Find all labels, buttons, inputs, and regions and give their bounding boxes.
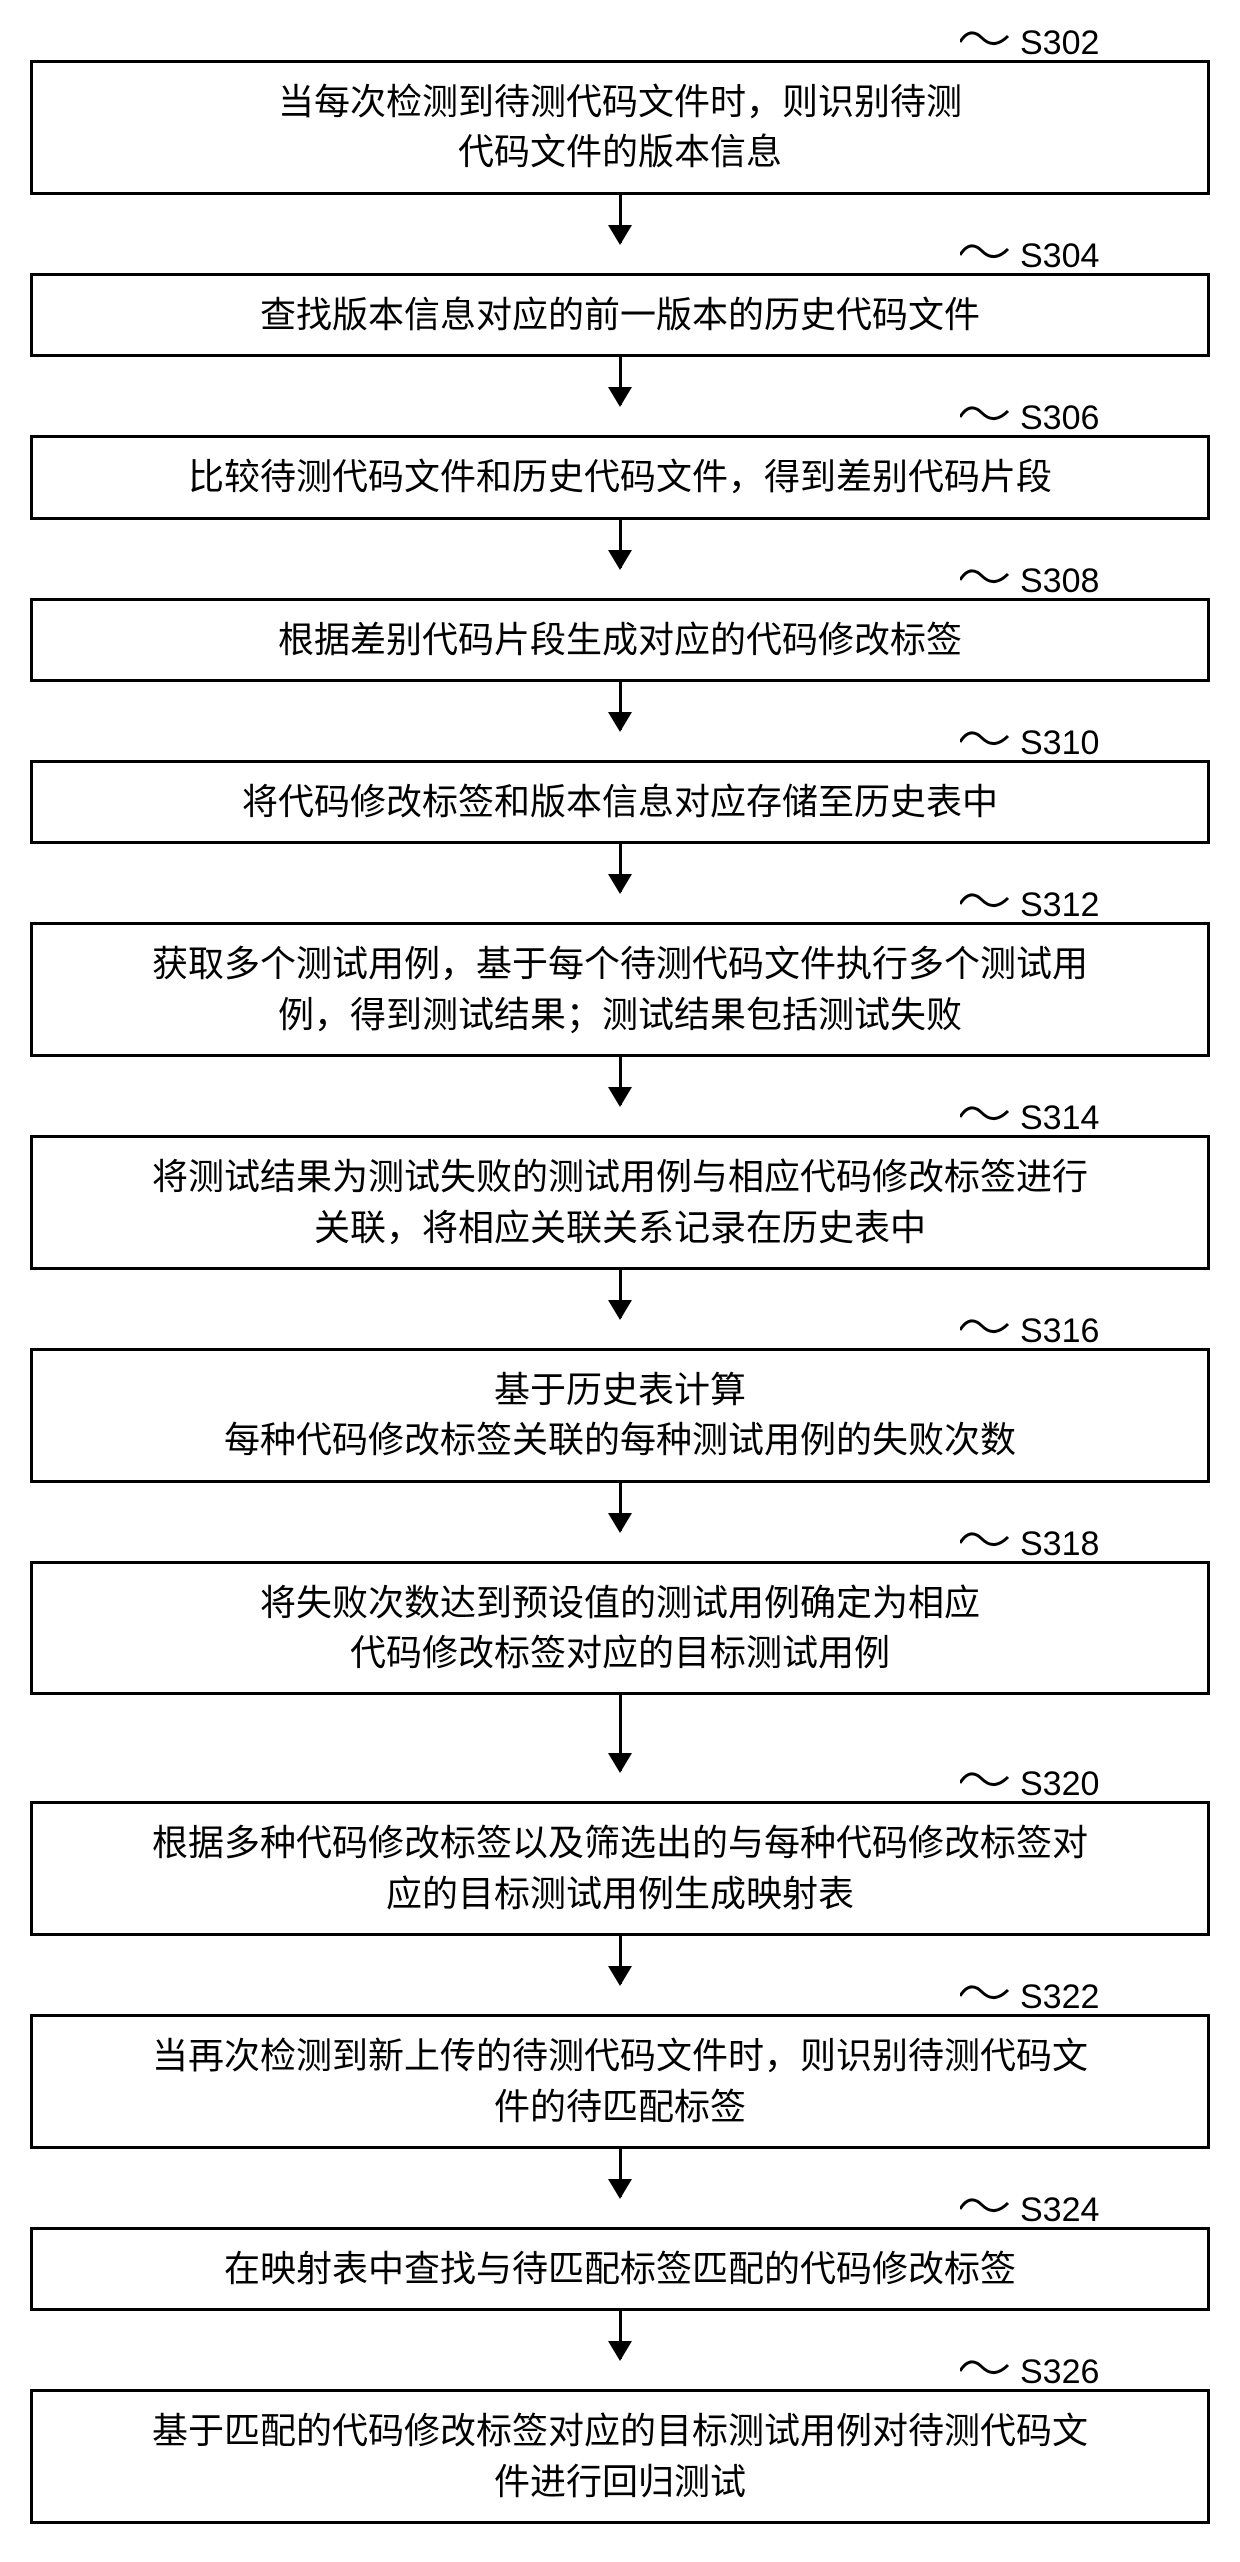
step-label: S308 — [1020, 562, 1099, 601]
arrow-down — [619, 844, 622, 892]
process-box: 将失败次数达到预设值的测试用例确定为相应 代码修改标签对应的目标测试用例 — [30, 1561, 1210, 1696]
step-S308: S308根据差别代码片段生成对应的代码修改标签 — [20, 568, 1220, 682]
process-text: 比较待测代码文件和历史代码文件，得到差别代码片段 — [188, 452, 1052, 502]
step-label: S312 — [1020, 886, 1099, 925]
leader-squiggle — [960, 1984, 1020, 2008]
step-S318: S318将失败次数达到预设值的测试用例确定为相应 代码修改标签对应的目标测试用例 — [20, 1531, 1220, 1696]
process-box: 基于匹配的代码修改标签对应的目标测试用例对待测代码文 件进行回归测试 — [30, 2389, 1210, 2524]
leader-squiggle — [960, 2359, 1020, 2383]
step-label: S316 — [1020, 1312, 1099, 1351]
process-text: 将失败次数达到预设值的测试用例确定为相应 代码修改标签对应的目标测试用例 — [260, 1578, 980, 1679]
step-S324: S324在映射表中查找与待匹配标签匹配的代码修改标签 — [20, 2197, 1220, 2311]
arrow-down — [619, 2311, 622, 2359]
step-label: S324 — [1020, 2191, 1099, 2230]
leader-squiggle — [960, 892, 1020, 916]
step-S306: S306比较待测代码文件和历史代码文件，得到差别代码片段 — [20, 405, 1220, 519]
step-label: S320 — [1020, 1765, 1099, 1804]
step-label: S304 — [1020, 237, 1099, 276]
arrow-down — [619, 195, 622, 243]
step-S304: S304查找版本信息对应的前一版本的历史代码文件 — [20, 243, 1220, 357]
step-label: S306 — [1020, 399, 1099, 438]
process-text: 获取多个测试用例，基于每个待测代码文件执行多个测试用 例，得到测试结果；测试结果… — [152, 939, 1088, 1040]
step-S322: S322当再次检测到新上传的待测代码文件时，则识别待测代码文 件的待匹配标签 — [20, 1984, 1220, 2149]
leader-squiggle — [960, 568, 1020, 592]
process-text: 当再次检测到新上传的待测代码文件时，则识别待测代码文 件的待匹配标签 — [152, 2031, 1088, 2132]
step-label: S314 — [1020, 1099, 1099, 1138]
step-S310: S310将代码修改标签和版本信息对应存储至历史表中 — [20, 730, 1220, 844]
process-box: 获取多个测试用例，基于每个待测代码文件执行多个测试用 例，得到测试结果；测试结果… — [30, 922, 1210, 1057]
process-text: 当每次检测到待测代码文件时，则识别待测 代码文件的版本信息 — [278, 77, 962, 178]
step-S302: S302当每次检测到待测代码文件时，则识别待测 代码文件的版本信息 — [20, 30, 1220, 195]
step-S326: S326基于匹配的代码修改标签对应的目标测试用例对待测代码文 件进行回归测试 — [20, 2359, 1220, 2524]
leader-squiggle — [960, 730, 1020, 754]
step-S314: S314将测试结果为测试失败的测试用例与相应代码修改标签进行 关联，将相应关联关… — [20, 1105, 1220, 1270]
leader-squiggle — [960, 2197, 1020, 2221]
process-box: 比较待测代码文件和历史代码文件，得到差别代码片段 — [30, 435, 1210, 519]
step-label: S302 — [1020, 24, 1099, 63]
process-text: 将测试结果为测试失败的测试用例与相应代码修改标签进行 关联，将相应关联关系记录在… — [152, 1152, 1088, 1253]
leader-squiggle — [960, 1318, 1020, 1342]
process-text: 查找版本信息对应的前一版本的历史代码文件 — [260, 290, 980, 340]
arrow-down — [619, 1270, 622, 1318]
leader-squiggle — [960, 1771, 1020, 1795]
process-box: 基于历史表计算 每种代码修改标签关联的每种测试用例的失败次数 — [30, 1348, 1210, 1483]
process-box: 当每次检测到待测代码文件时，则识别待测 代码文件的版本信息 — [30, 60, 1210, 195]
arrow-down — [619, 682, 622, 730]
arrow-down — [619, 1057, 622, 1105]
process-box: 查找版本信息对应的前一版本的历史代码文件 — [30, 273, 1210, 357]
arrow-down — [619, 1483, 622, 1531]
process-box: 当再次检测到新上传的待测代码文件时，则识别待测代码文 件的待匹配标签 — [30, 2014, 1210, 2149]
step-label: S318 — [1020, 1525, 1099, 1564]
step-S312: S312获取多个测试用例，基于每个待测代码文件执行多个测试用 例，得到测试结果；… — [20, 892, 1220, 1057]
leader-squiggle — [960, 1105, 1020, 1129]
leader-squiggle — [960, 1531, 1020, 1555]
step-label: S310 — [1020, 724, 1099, 763]
process-text: 将代码修改标签和版本信息对应存储至历史表中 — [242, 777, 998, 827]
process-box: 根据差别代码片段生成对应的代码修改标签 — [30, 598, 1210, 682]
arrow-down — [619, 1936, 622, 1984]
process-box: 将代码修改标签和版本信息对应存储至历史表中 — [30, 760, 1210, 844]
flowchart-container: S302当每次检测到待测代码文件时，则识别待测 代码文件的版本信息S304查找版… — [20, 30, 1220, 2524]
process-text: 根据差别代码片段生成对应的代码修改标签 — [278, 615, 962, 665]
step-S316: S316基于历史表计算 每种代码修改标签关联的每种测试用例的失败次数 — [20, 1318, 1220, 1483]
arrow-down — [619, 357, 622, 405]
process-text: 在映射表中查找与待匹配标签匹配的代码修改标签 — [224, 2244, 1016, 2294]
step-S320: S320根据多种代码修改标签以及筛选出的与每种代码修改标签对 应的目标测试用例生… — [20, 1771, 1220, 1936]
arrow-down — [619, 2149, 622, 2197]
arrow-down — [619, 520, 622, 568]
step-label: S326 — [1020, 2353, 1099, 2392]
process-text: 基于历史表计算 每种代码修改标签关联的每种测试用例的失败次数 — [224, 1365, 1016, 1466]
process-box: 根据多种代码修改标签以及筛选出的与每种代码修改标签对 应的目标测试用例生成映射表 — [30, 1801, 1210, 1936]
process-box: 在映射表中查找与待匹配标签匹配的代码修改标签 — [30, 2227, 1210, 2311]
arrow-down — [619, 1695, 622, 1771]
leader-squiggle — [960, 243, 1020, 267]
process-box: 将测试结果为测试失败的测试用例与相应代码修改标签进行 关联，将相应关联关系记录在… — [30, 1135, 1210, 1270]
step-label: S322 — [1020, 1978, 1099, 2017]
process-text: 基于匹配的代码修改标签对应的目标测试用例对待测代码文 件进行回归测试 — [152, 2406, 1088, 2507]
leader-squiggle — [960, 30, 1020, 54]
process-text: 根据多种代码修改标签以及筛选出的与每种代码修改标签对 应的目标测试用例生成映射表 — [152, 1818, 1088, 1919]
leader-squiggle — [960, 405, 1020, 429]
